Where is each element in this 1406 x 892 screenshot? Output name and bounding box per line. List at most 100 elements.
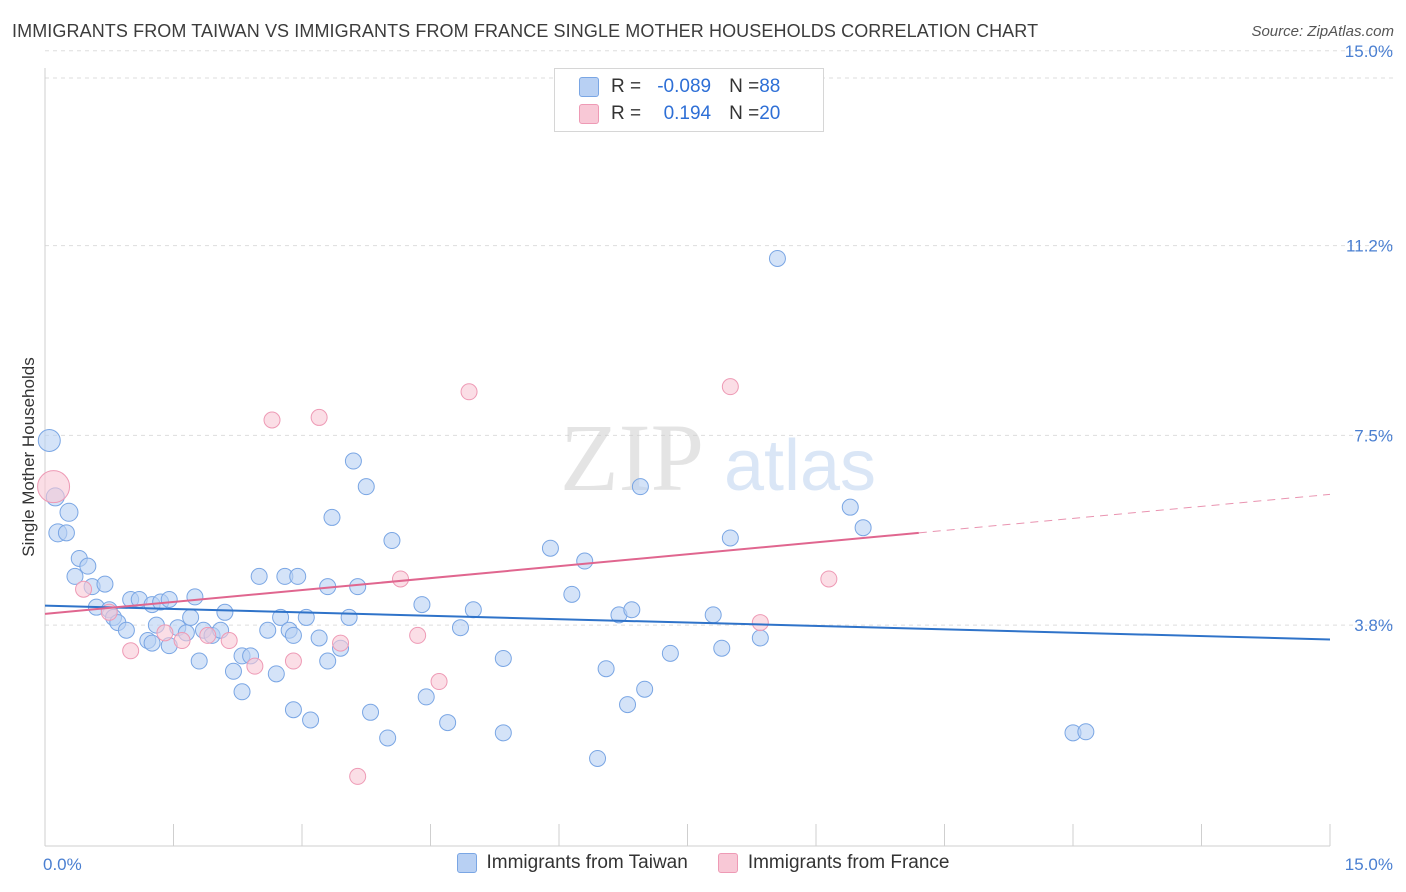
taiwan-point xyxy=(319,652,337,670)
taiwan-point xyxy=(841,498,859,516)
y-tick-label: 11.2% xyxy=(1346,237,1393,256)
taiwan-point xyxy=(302,711,320,729)
taiwan-point xyxy=(713,639,731,657)
taiwan-point xyxy=(186,588,204,606)
legend-r-label: R = xyxy=(611,103,642,124)
taiwan-point xyxy=(224,662,242,680)
legend-n-label: N = xyxy=(729,103,760,124)
taiwan-point xyxy=(357,478,375,496)
france-point xyxy=(721,378,739,396)
taiwan-point xyxy=(284,701,302,719)
legend-item-taiwan[interactable]: Immigrants from Taiwan xyxy=(456,852,688,874)
taiwan-point xyxy=(589,749,607,767)
taiwan-point xyxy=(182,608,200,626)
taiwan-point xyxy=(340,608,358,626)
taiwan-point xyxy=(541,539,559,557)
france-point xyxy=(409,626,427,644)
source-label: Source: ZipAtlas.com xyxy=(1251,23,1394,40)
legend-r-value: -0.089 xyxy=(657,76,712,97)
taiwan-point xyxy=(751,629,769,647)
taiwan-point xyxy=(323,508,341,526)
taiwan-point xyxy=(383,532,401,550)
taiwan-point xyxy=(79,557,97,575)
france-point xyxy=(332,634,350,652)
taiwan-point xyxy=(563,585,581,603)
taiwan-point xyxy=(636,680,654,698)
taiwan-point xyxy=(619,696,637,714)
taiwan-point xyxy=(379,729,397,747)
taiwan-point xyxy=(704,606,722,624)
taiwan-trend-line xyxy=(44,604,1331,641)
france-point xyxy=(430,673,448,691)
taiwan-point xyxy=(37,429,61,453)
france-trend-extension xyxy=(918,493,1331,534)
taiwan-point xyxy=(233,683,251,701)
france-point xyxy=(246,657,264,675)
gridlines xyxy=(45,50,1395,626)
taiwan-point xyxy=(349,578,367,596)
taiwan-point xyxy=(190,652,208,670)
taiwan-point xyxy=(623,601,641,619)
france-point xyxy=(220,632,238,650)
taiwan-point xyxy=(96,575,114,593)
taiwan-swatch xyxy=(456,853,477,873)
axes xyxy=(44,68,1331,847)
france-point xyxy=(820,570,838,588)
france-point xyxy=(156,624,174,642)
taiwan-point xyxy=(494,724,512,742)
legend-item-france[interactable]: Immigrants from France xyxy=(717,852,950,874)
france-point xyxy=(122,642,140,660)
taiwan-point xyxy=(576,552,594,570)
france-swatch xyxy=(579,104,599,124)
axis-labels: 3.8% 7.5% 11.2% 15.0% 0.0% 15.0% Single Mother… xyxy=(19,42,1393,874)
taiwan-point xyxy=(597,660,615,678)
data-points xyxy=(37,249,1095,785)
legend-label-taiwan: Immigrants from Taiwan xyxy=(486,852,688,873)
taiwan-point xyxy=(768,249,786,267)
taiwan-point xyxy=(417,688,435,706)
y-tick-label: 3.8% xyxy=(1354,616,1393,635)
france-point xyxy=(199,626,217,644)
taiwan-point xyxy=(289,567,307,585)
france-point xyxy=(263,411,281,429)
legend-label-france: Immigrants from France xyxy=(747,852,950,873)
chart-title: IMMIGRANTS FROM TAIWAN VS IMMIGRANTS FRO… xyxy=(12,21,1039,41)
taiwan-point xyxy=(284,626,302,644)
france-trend-line xyxy=(44,531,919,615)
taiwan-point xyxy=(250,567,268,585)
y-tick-label: 15.0% xyxy=(1345,42,1393,61)
france-point xyxy=(284,652,302,670)
taiwan-point xyxy=(439,714,457,732)
watermark: ZIP atlas xyxy=(560,404,876,511)
correlation-legend: R = -0.089 N = 88 R = 0.194 N = 20 xyxy=(554,68,824,132)
taiwan-point xyxy=(494,649,512,667)
taiwan-swatch xyxy=(579,77,599,97)
france-point xyxy=(751,614,769,632)
taiwan-point xyxy=(854,519,872,537)
legend-n-label: N = xyxy=(729,76,760,97)
france-point xyxy=(173,632,191,650)
france-point xyxy=(310,408,328,426)
france-point xyxy=(460,383,478,401)
legend-row-taiwan: R = -0.089 N = 88 xyxy=(579,74,780,100)
taiwan-point xyxy=(66,567,84,585)
taiwan-point xyxy=(272,608,290,626)
taiwan-point xyxy=(631,478,649,496)
x-tick-label: 15.0% xyxy=(1345,855,1393,874)
taiwan-point xyxy=(310,629,328,647)
taiwan-point xyxy=(59,502,79,522)
legend-row-france: R = 0.194 N = 20 xyxy=(579,101,780,127)
legend-r-label: R = xyxy=(611,76,642,97)
taiwan-point xyxy=(143,634,161,652)
x-tick-label: 0.0% xyxy=(43,855,82,874)
taiwan-point xyxy=(451,619,469,637)
taiwan-point xyxy=(344,452,362,470)
taiwan-point xyxy=(267,665,285,683)
france-point xyxy=(392,570,410,588)
taiwan-point xyxy=(464,601,482,619)
legend-r-value: 0.194 xyxy=(663,103,712,124)
taiwan-point xyxy=(117,621,135,639)
taiwan-point xyxy=(721,529,739,547)
watermark-atlas: atlas xyxy=(724,426,876,506)
